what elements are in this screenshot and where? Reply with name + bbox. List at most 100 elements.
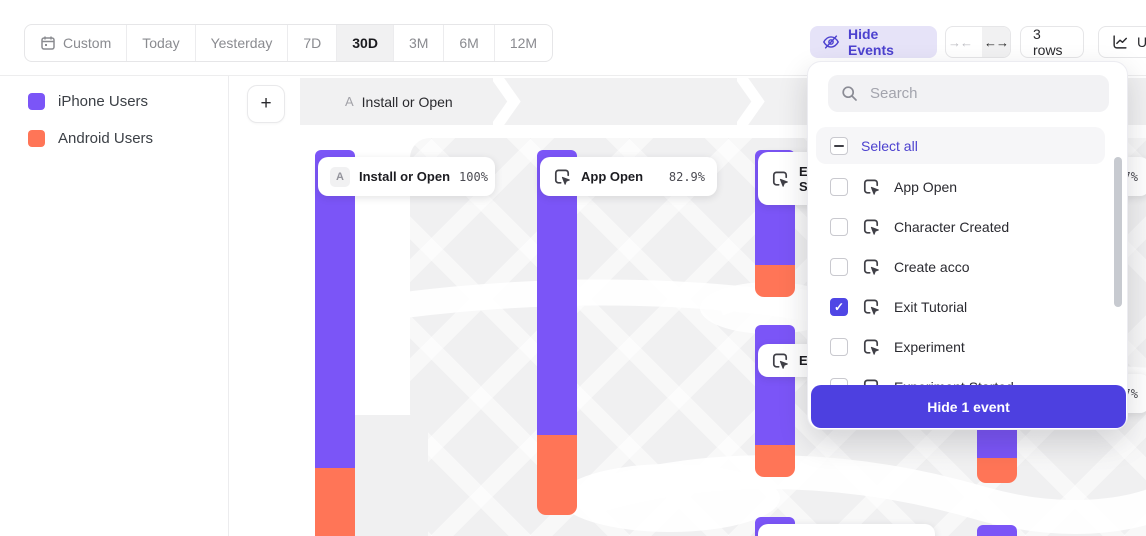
- select-all-label: Select all: [861, 137, 918, 154]
- date-range-12m[interactable]: 12M: [495, 25, 552, 61]
- legend-label: iPhone Users: [58, 93, 149, 110]
- eye-off-icon: [822, 33, 840, 51]
- funnel-bar-segment[interactable]: [315, 150, 355, 468]
- step-card-label: Install or Open: [359, 169, 451, 184]
- event-label: Exit Tutorial: [894, 299, 968, 315]
- funnel-bar-segment[interactable]: [977, 430, 1017, 458]
- event-row-app-open[interactable]: App Open: [816, 167, 1105, 207]
- step-card-label: S: [799, 178, 808, 194]
- chart-options-button[interactable]: U: [1098, 26, 1146, 58]
- plus-icon: +: [260, 93, 272, 114]
- funnel-bar-segment[interactable]: [315, 468, 355, 536]
- expand-columns-button[interactable]: ←→: [982, 27, 1010, 57]
- hide-events-label: Hide Events: [848, 26, 894, 58]
- events-dropdown: Select all App Open Character Created Cr…: [807, 61, 1128, 430]
- event-label: Create acco: [894, 259, 970, 275]
- event-list: App Open Character Created Create acco ✓…: [816, 167, 1105, 407]
- event-label: App Open: [894, 179, 958, 195]
- date-range-control: Custom Today Yesterday 7D 30D 3M 6M 12M: [24, 24, 554, 62]
- checkbox-unchecked[interactable]: [830, 338, 848, 356]
- date-range-6m[interactable]: 6M: [444, 25, 495, 61]
- legend-label: Android Users: [58, 130, 154, 147]
- step-card-partial-3[interactable]: [758, 524, 935, 536]
- collapse-icon: →←: [948, 34, 973, 50]
- toolbar-divider: [0, 75, 1146, 76]
- select-all-row[interactable]: Select all: [816, 127, 1105, 164]
- date-range-label: Yesterday: [210, 35, 273, 51]
- event-icon: [770, 169, 790, 189]
- chevron-separator-icon: [493, 78, 521, 125]
- background-art-patch: [348, 415, 428, 536]
- event-icon: [861, 297, 881, 317]
- step-card-percent: 100%: [459, 169, 488, 184]
- date-range-7d[interactable]: 7D: [288, 25, 338, 61]
- expand-icon: ←→: [984, 34, 1009, 50]
- step-1-label: Install or Open: [361, 93, 453, 110]
- hide-events-button[interactable]: Hide Events: [810, 26, 937, 58]
- checkbox-unchecked[interactable]: [830, 258, 848, 276]
- collapse-columns-button[interactable]: →←: [946, 27, 974, 57]
- date-range-yesterday[interactable]: Yesterday: [196, 25, 289, 61]
- iphone-swatch: [28, 93, 45, 110]
- width-toggle-group: →← ←→: [945, 26, 1011, 58]
- date-range-today[interactable]: Today: [127, 25, 196, 61]
- checkbox-unchecked[interactable]: [830, 218, 848, 236]
- legend-item-android[interactable]: Android Users: [28, 130, 153, 147]
- event-icon: [861, 217, 881, 237]
- calendar-icon: [40, 35, 56, 51]
- dropdown-scrollbar[interactable]: [1114, 157, 1122, 307]
- event-search[interactable]: [828, 75, 1109, 112]
- series-legend: iPhone Users Android Users: [28, 93, 153, 147]
- event-icon: [861, 337, 881, 357]
- checkbox-checked[interactable]: ✓: [830, 298, 848, 316]
- date-range-label: Today: [142, 35, 180, 51]
- step-1-header[interactable]: A Install or Open: [345, 78, 453, 125]
- step-card-label: App Open: [581, 169, 644, 184]
- rows-button[interactable]: 3 rows: [1020, 26, 1084, 58]
- date-range-custom[interactable]: Custom: [25, 25, 128, 61]
- funnel-bar-segment[interactable]: [755, 265, 795, 297]
- funnel-bar-segment[interactable]: [977, 525, 1017, 536]
- step-card-install-or-open[interactable]: A Install or Open 100%: [318, 157, 495, 196]
- funnel-bar-segment[interactable]: [977, 458, 1017, 483]
- add-step-button[interactable]: +: [247, 85, 285, 123]
- step-card-label: E: [799, 163, 808, 179]
- date-range-label: 7D: [303, 35, 322, 51]
- step-badge: A: [330, 166, 350, 187]
- rows-label: 3 rows: [1033, 26, 1063, 58]
- event-icon: [552, 167, 572, 187]
- step-1-badge: A: [345, 94, 354, 109]
- chart-options-label: U: [1137, 34, 1146, 50]
- event-search-input[interactable]: [868, 84, 1096, 103]
- date-range-3m[interactable]: 3M: [394, 25, 445, 61]
- date-range-label: 3M: [408, 35, 429, 51]
- checkbox-unchecked[interactable]: [830, 178, 848, 196]
- event-row-character-created[interactable]: Character Created: [816, 207, 1105, 247]
- event-label: Character Created: [894, 219, 1010, 235]
- date-range-30d[interactable]: 30D: [337, 25, 394, 61]
- indeterminate-icon: [834, 144, 844, 147]
- date-range-label: 30D: [352, 35, 378, 51]
- panel-divider: [228, 76, 229, 536]
- date-range-label: Custom: [63, 35, 112, 51]
- chevron-separator-icon: [737, 78, 765, 125]
- event-row-exit-tutorial[interactable]: ✓ Exit Tutorial: [816, 287, 1105, 327]
- step-card-app-open[interactable]: App Open 82.9%: [540, 157, 717, 196]
- step-card-percent: 82.9%: [668, 169, 705, 184]
- hide-event-action-button[interactable]: Hide 1 event: [811, 385, 1126, 428]
- event-icon: [861, 177, 881, 197]
- event-row-create-acco[interactable]: Create acco: [816, 247, 1105, 287]
- funnel-bar-segment[interactable]: [755, 445, 795, 477]
- funnel-bar-segment[interactable]: [755, 325, 795, 445]
- search-icon: [841, 85, 858, 102]
- funnel-bar-segment[interactable]: [537, 435, 577, 515]
- legend-item-iphone[interactable]: iPhone Users: [28, 93, 153, 110]
- line-chart-icon: [1111, 33, 1129, 51]
- date-range-label: 6M: [459, 35, 479, 51]
- select-all-checkbox[interactable]: [830, 136, 848, 155]
- android-swatch: [28, 130, 45, 147]
- event-icon: [861, 257, 881, 277]
- event-row-experiment[interactable]: Experiment: [816, 327, 1105, 367]
- date-range-label: 12M: [509, 35, 538, 51]
